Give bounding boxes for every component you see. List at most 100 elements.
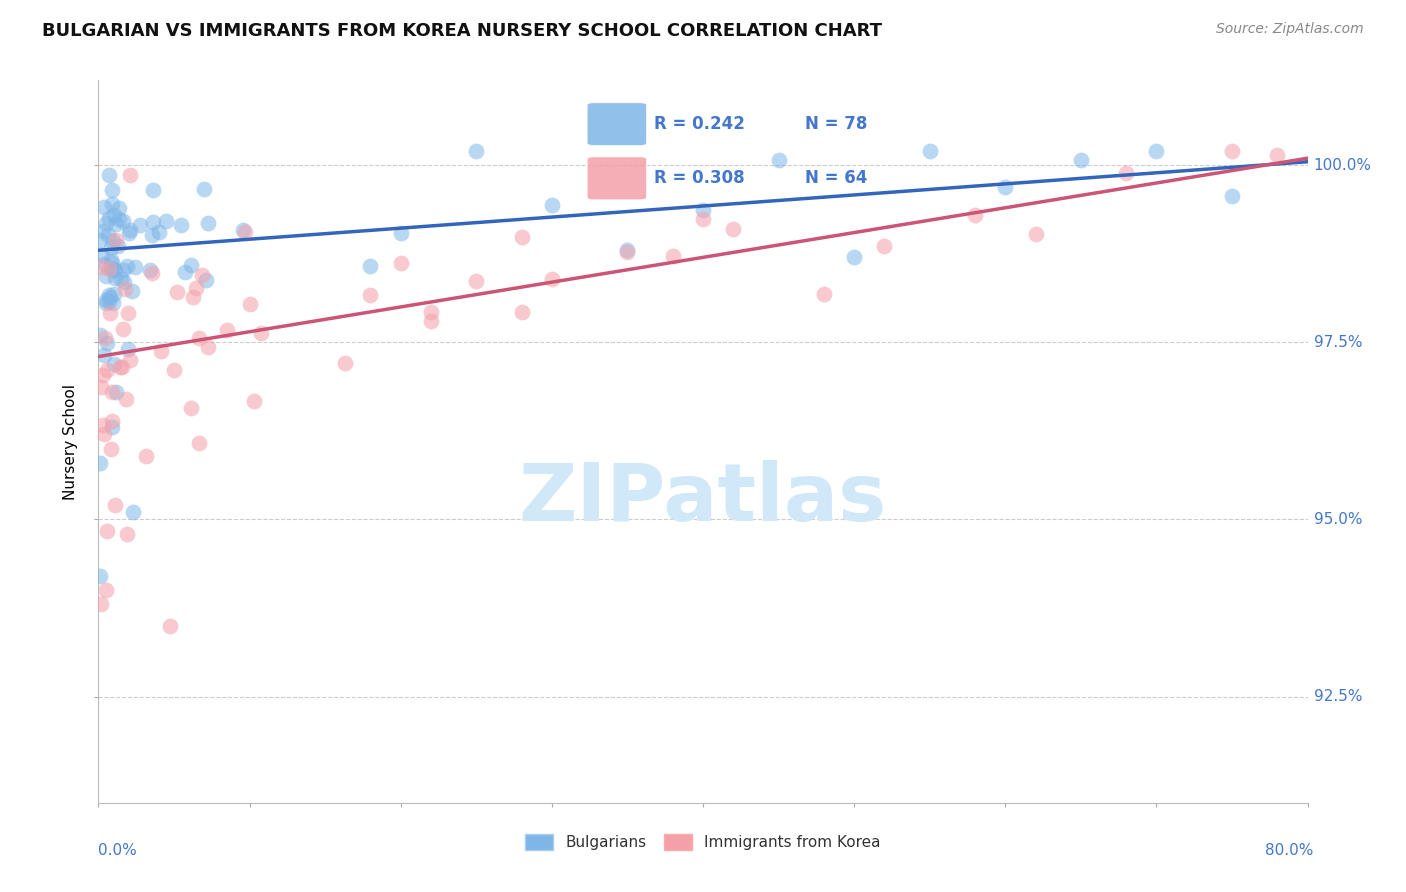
Point xyxy=(101,414,124,428)
Point xyxy=(389,226,412,240)
Point xyxy=(96,296,118,310)
Point xyxy=(115,526,138,541)
Text: 100.0%: 100.0% xyxy=(1313,158,1372,173)
Point xyxy=(249,326,271,341)
Point xyxy=(540,198,562,212)
Point xyxy=(105,233,128,247)
Point xyxy=(89,233,111,247)
Point xyxy=(91,368,114,383)
Point xyxy=(100,420,122,434)
Point xyxy=(100,241,122,255)
Point xyxy=(813,287,835,301)
Point xyxy=(120,353,142,368)
Text: 92.5%: 92.5% xyxy=(1313,689,1362,704)
Point xyxy=(93,200,115,214)
Text: ZIPatlas: ZIPatlas xyxy=(519,460,887,539)
Text: 95.0%: 95.0% xyxy=(1313,512,1362,527)
Point xyxy=(135,449,157,463)
Point xyxy=(104,262,127,277)
Text: N = 64: N = 64 xyxy=(804,169,868,187)
Point xyxy=(101,296,124,310)
Point xyxy=(97,227,120,242)
Point xyxy=(768,153,790,167)
Text: 80.0%: 80.0% xyxy=(1265,843,1313,857)
Point xyxy=(94,331,117,345)
Point xyxy=(108,212,131,227)
Point xyxy=(96,335,118,350)
Point xyxy=(148,225,170,239)
Point xyxy=(420,305,443,319)
Point xyxy=(159,618,181,632)
Point xyxy=(188,331,211,345)
Point xyxy=(170,218,193,232)
Point xyxy=(873,239,896,253)
Point xyxy=(994,180,1017,194)
Point xyxy=(91,418,114,433)
Point xyxy=(194,273,217,287)
Point xyxy=(111,214,134,228)
Point xyxy=(98,293,121,308)
Point xyxy=(540,272,562,286)
Point xyxy=(112,275,135,289)
Point xyxy=(93,257,115,271)
Point xyxy=(90,247,112,261)
Text: BULGARIAN VS IMMIGRANTS FROM KOREA NURSERY SCHOOL CORRELATION CHART: BULGARIAN VS IMMIGRANTS FROM KOREA NURSE… xyxy=(42,22,882,40)
Point xyxy=(232,223,254,237)
Point xyxy=(89,569,111,583)
Point xyxy=(101,197,124,211)
Point xyxy=(98,168,121,182)
Text: 97.5%: 97.5% xyxy=(1313,334,1362,350)
Point xyxy=(100,262,122,277)
Point xyxy=(128,218,150,232)
Text: R = 0.308: R = 0.308 xyxy=(654,169,744,187)
Point xyxy=(465,274,488,288)
Point xyxy=(89,456,111,470)
Point xyxy=(1115,166,1137,180)
Point xyxy=(1146,144,1168,158)
Point xyxy=(111,321,134,335)
Point xyxy=(124,260,146,275)
Point xyxy=(117,306,139,320)
Point xyxy=(1220,144,1243,158)
Text: R = 0.242: R = 0.242 xyxy=(654,115,745,133)
Point xyxy=(103,208,125,222)
Point xyxy=(104,384,127,399)
Point xyxy=(96,524,118,539)
Point xyxy=(117,343,139,357)
Point xyxy=(243,394,266,409)
Point xyxy=(98,262,121,277)
Point xyxy=(235,225,257,239)
Point xyxy=(100,442,122,456)
Point xyxy=(93,427,115,442)
Point xyxy=(101,234,124,248)
Point xyxy=(1070,153,1092,168)
FancyBboxPatch shape xyxy=(588,103,647,145)
Point xyxy=(180,401,202,416)
Point xyxy=(360,259,382,273)
Point xyxy=(105,217,128,231)
Point xyxy=(114,283,136,297)
Point xyxy=(510,229,533,244)
Point xyxy=(420,314,443,328)
Point xyxy=(112,262,135,277)
Point xyxy=(108,201,131,215)
Point xyxy=(1220,189,1243,203)
Point xyxy=(360,288,382,302)
Point xyxy=(186,281,208,295)
Point xyxy=(965,209,987,223)
Point xyxy=(141,265,163,279)
Point xyxy=(121,505,143,519)
Point xyxy=(187,436,209,450)
Point xyxy=(108,360,131,375)
Point xyxy=(107,239,129,253)
Point xyxy=(104,270,127,285)
Point xyxy=(197,216,219,230)
Point xyxy=(103,357,125,371)
Point xyxy=(103,261,125,276)
Point xyxy=(93,348,115,362)
Point xyxy=(723,222,745,236)
Point xyxy=(103,287,125,301)
Point xyxy=(90,260,112,274)
Point xyxy=(111,359,134,374)
Point xyxy=(97,288,120,302)
